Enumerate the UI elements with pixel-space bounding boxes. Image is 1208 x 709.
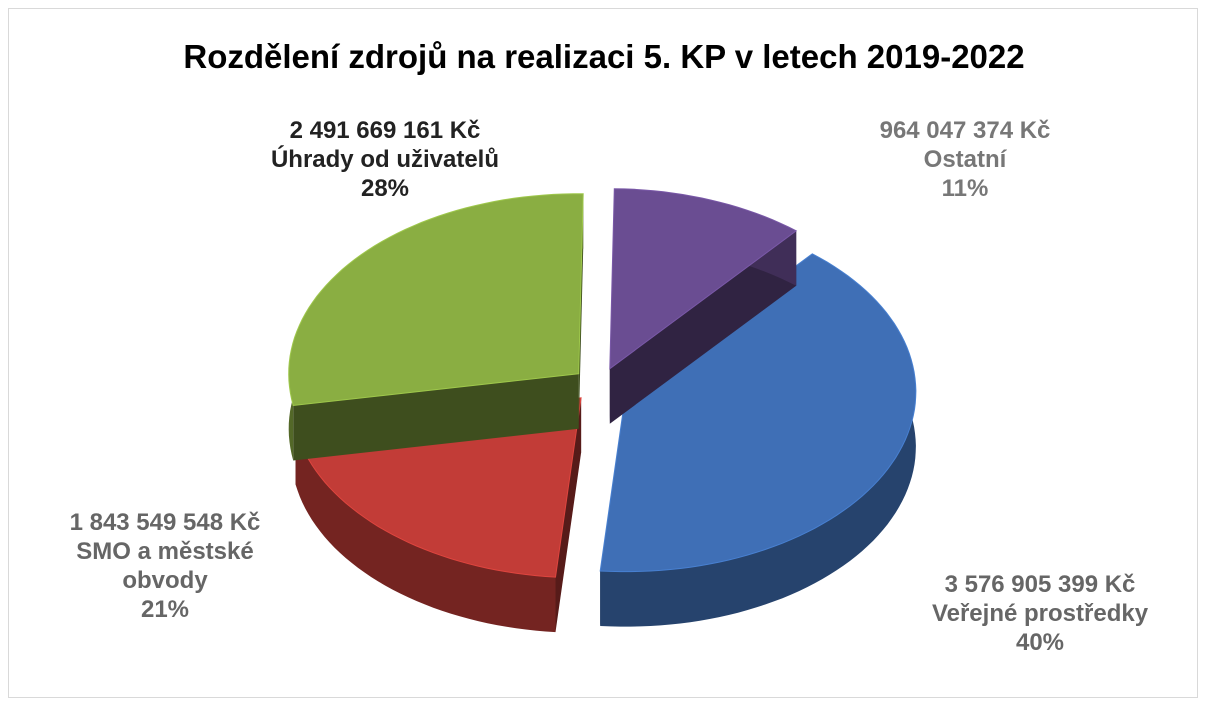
slice-wall <box>293 373 579 461</box>
data-label: 1 843 549 548 Kč SMO a městské obvody 21% <box>58 508 273 624</box>
category-label: SMO a městské obvody <box>76 538 254 594</box>
pie-slice <box>288 193 584 461</box>
percent-label: 28% <box>360 175 410 202</box>
slice-side <box>600 253 916 627</box>
slice-top <box>288 193 584 407</box>
slice-top <box>609 188 798 370</box>
category-label: Veřejné prostředky <box>931 600 1149 627</box>
data-label: 964 047 374 Kč Ostatní 11% <box>835 116 1095 203</box>
percent-label: 11% <box>941 175 989 202</box>
data-label: 2 491 669 161 Kč Úhrady od uživatelů 28% <box>235 116 535 203</box>
chart-title: Rozdělení zdrojů na realizaci 5. KP v le… <box>183 38 1025 75</box>
category-label: Ostatní <box>923 146 1007 173</box>
pie-slice <box>609 188 798 424</box>
slice-side <box>295 429 556 633</box>
value-label: 3 576 905 399 Kč <box>944 571 1136 598</box>
slice-wall <box>609 230 797 424</box>
category-label: Úhrady od uživatelů <box>270 146 500 173</box>
value-label: 1 843 549 548 Kč <box>69 509 261 536</box>
slice-top <box>599 253 917 573</box>
data-label: 3 576 905 399 Kč Veřejné prostředky 40% <box>890 570 1190 657</box>
percent-label: 21% <box>140 596 190 623</box>
value-label: 2 491 669 161 Kč <box>289 117 481 144</box>
slice-wall <box>555 397 582 633</box>
chart-frame <box>8 8 1198 698</box>
percent-label: 40% <box>1015 629 1065 656</box>
value-label: 964 047 374 Kč <box>879 117 1051 144</box>
